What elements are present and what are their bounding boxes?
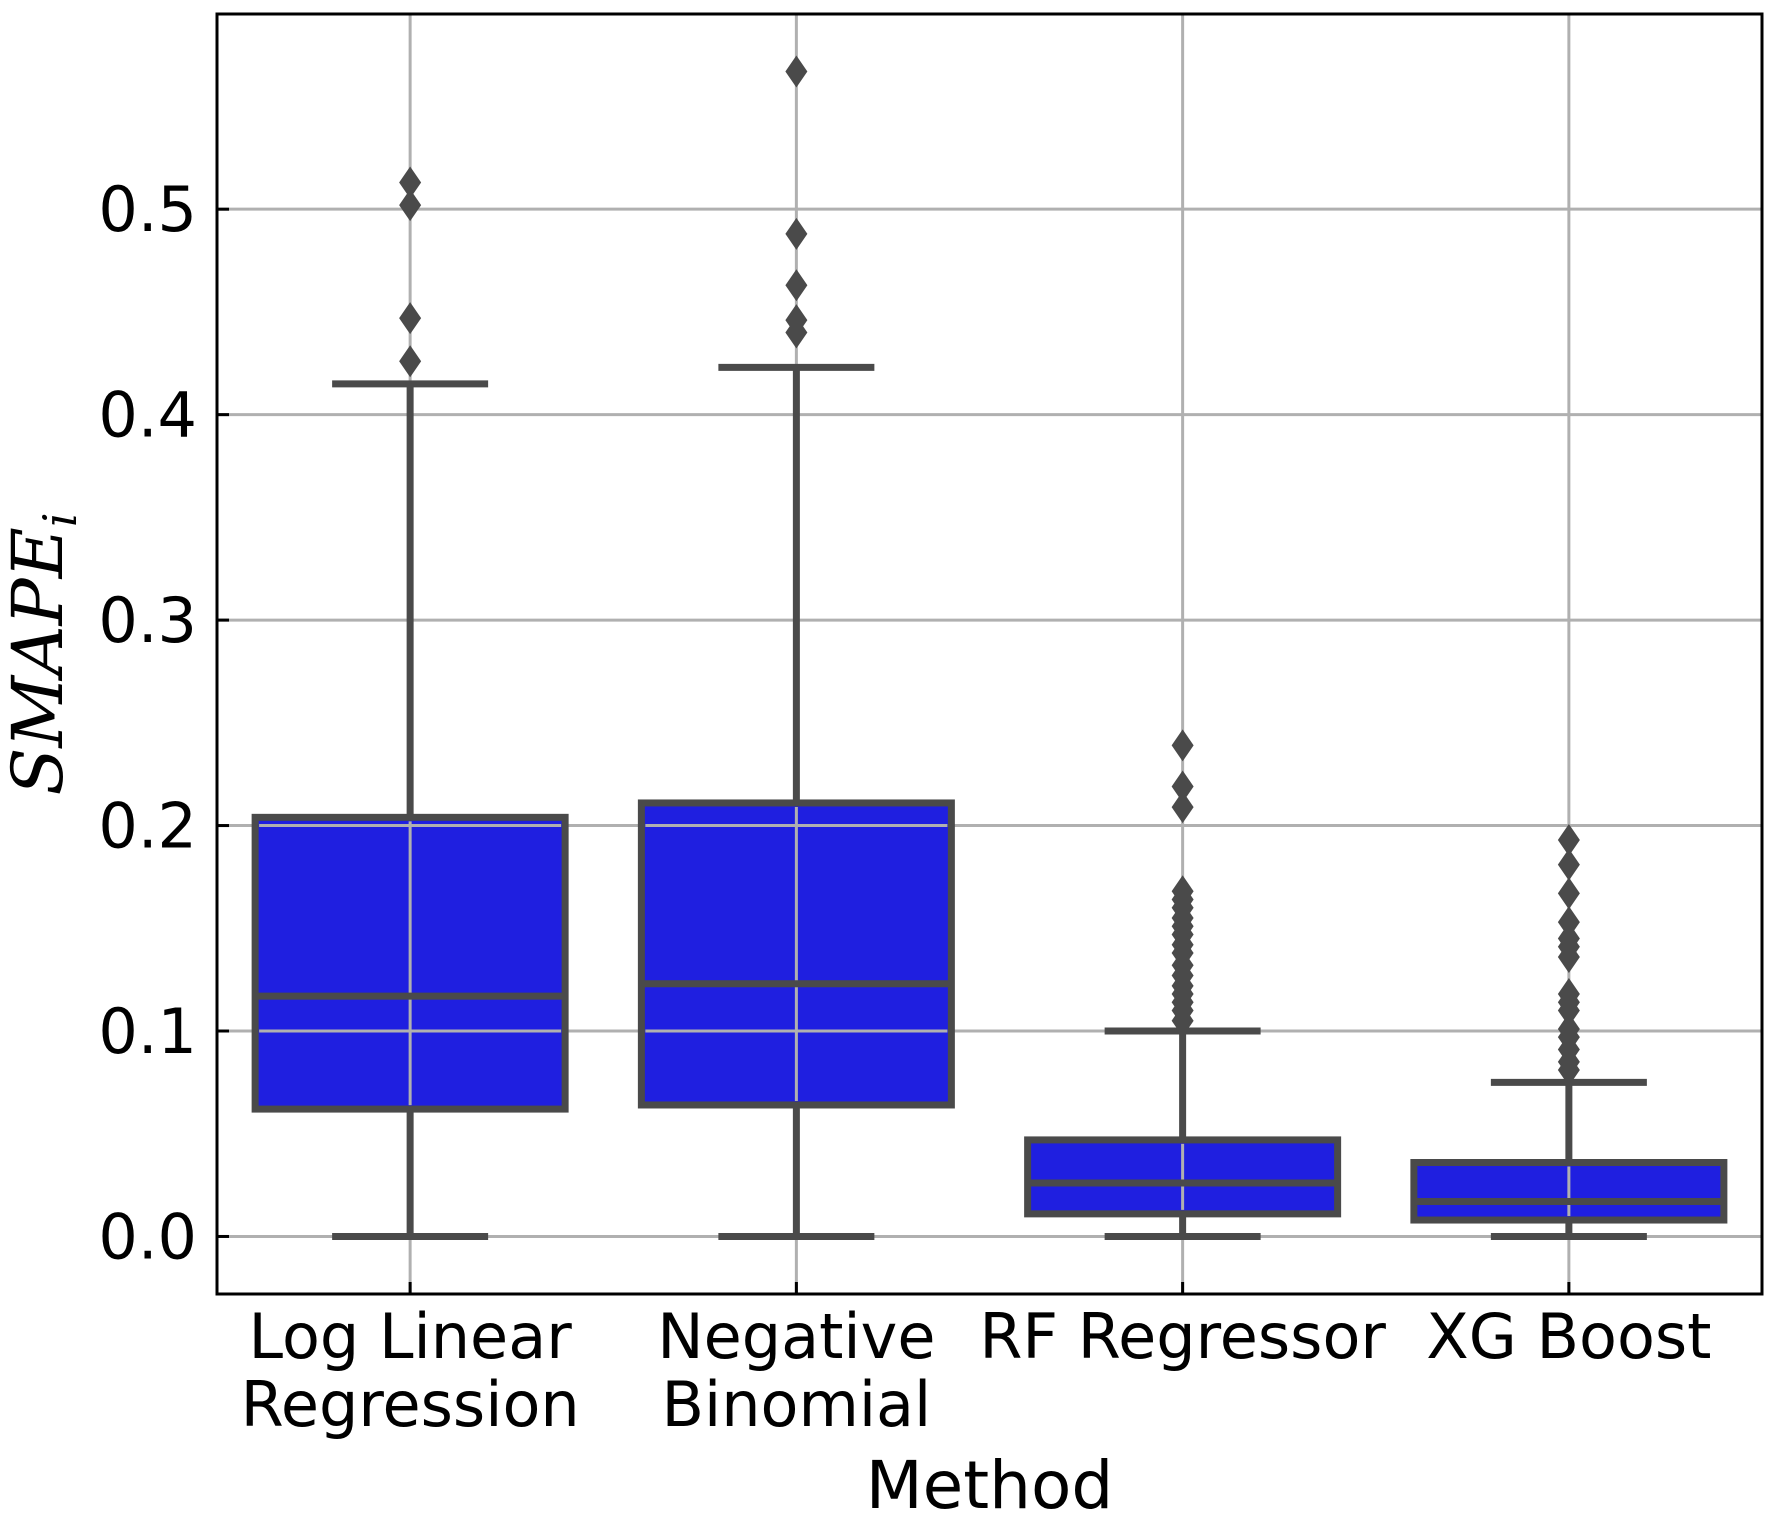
outlier-point	[785, 217, 808, 250]
box-plots	[251, 55, 1728, 1240]
outlier-point	[1171, 770, 1194, 803]
outlier-point	[1171, 791, 1194, 824]
y-tick-label: 0.2	[98, 790, 197, 863]
outlier-point	[1557, 848, 1580, 881]
outlier-point	[399, 345, 422, 378]
x-tick-label: Log Linear	[249, 1300, 573, 1373]
y-axis-title-subscript: i	[33, 512, 87, 527]
y-tick-label: 0.5	[98, 173, 197, 246]
outlier-point	[1557, 906, 1580, 939]
outlier-point	[785, 55, 808, 88]
x-tick-label: Binomial	[661, 1368, 931, 1441]
x-axis-title: Method	[866, 1447, 1114, 1524]
outlier-point	[1557, 823, 1580, 856]
x-tick-label: XG Boost	[1426, 1300, 1711, 1373]
box-group	[1410, 823, 1728, 1240]
outlier-point	[399, 189, 422, 222]
x-tick-label: Negative	[657, 1300, 935, 1373]
outlier-point	[399, 302, 422, 335]
axis-ticks	[217, 207, 1571, 1294]
x-tick-label: Regression	[241, 1368, 580, 1441]
outlier-point	[785, 304, 808, 337]
outlier-point	[1557, 1012, 1580, 1045]
y-tick-label: 0.3	[98, 584, 197, 657]
outlier-point	[1171, 875, 1194, 908]
y-tick-label: 0.1	[98, 995, 197, 1068]
outlier-point	[785, 269, 808, 302]
y-tick-label: 0.0	[98, 1200, 197, 1273]
outlier-point	[399, 166, 422, 199]
y-axis-title: SMAPEi	[0, 512, 87, 795]
plot-frame	[215, 12, 1764, 1296]
outlier-point	[1557, 877, 1580, 910]
y-axis-title-main: SMAPE	[0, 527, 79, 795]
outlier-point	[1171, 729, 1194, 762]
x-tick-label: RF Regressor	[979, 1300, 1386, 1373]
box-group	[637, 55, 955, 1240]
outlier-point	[1557, 978, 1580, 1011]
box-group	[1024, 729, 1342, 1240]
y-tick-label: 0.4	[98, 379, 197, 452]
outlier-point	[1557, 922, 1580, 955]
box-group	[251, 166, 569, 1240]
